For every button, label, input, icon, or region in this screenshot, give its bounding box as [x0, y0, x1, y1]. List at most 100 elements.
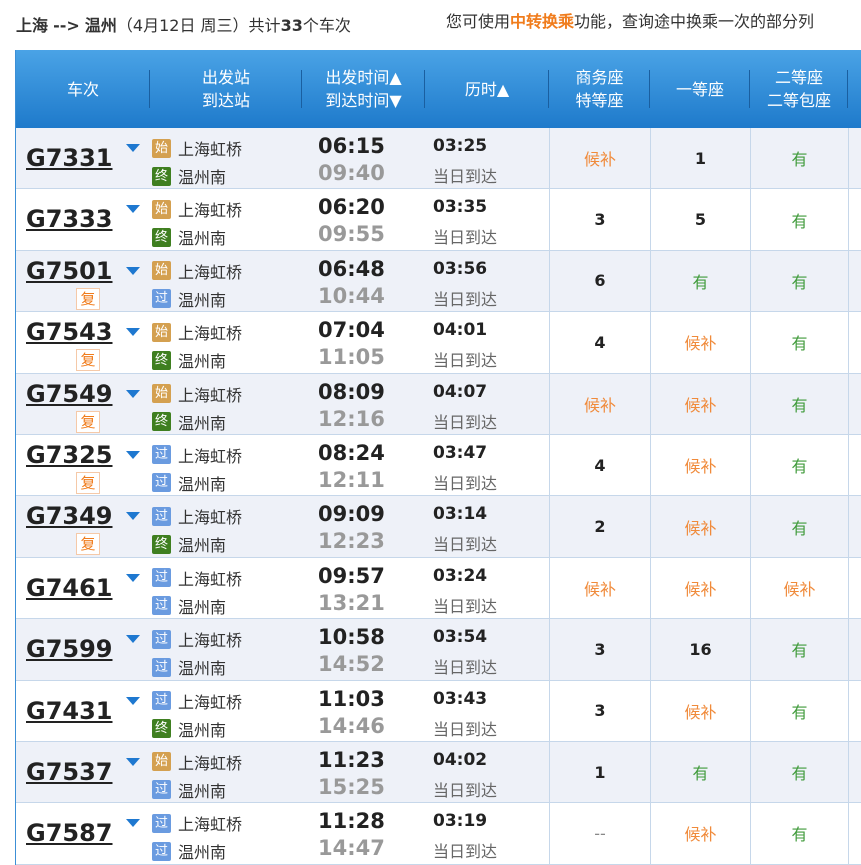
from-station: 上海虹桥 — [178, 753, 243, 773]
arrival-day: 当日到达 — [433, 351, 498, 371]
arrival-day: 当日到达 — [433, 228, 498, 248]
first-class-seat[interactable]: 候补 — [650, 557, 750, 619]
business-seat[interactable]: 候补 — [549, 373, 650, 434]
train-number-link[interactable]: G7325 — [26, 440, 113, 469]
from-station: 上海虹桥 — [178, 262, 243, 282]
more-seat-cell — [848, 803, 861, 864]
expand-stops-icon[interactable] — [126, 573, 140, 582]
second-class-seat[interactable]: 有 — [750, 373, 848, 434]
second-class-seat[interactable]: 有 — [750, 189, 848, 250]
to-station: 温州南 — [178, 290, 227, 310]
second-class-seat[interactable]: 有 — [750, 312, 848, 373]
more-seat-cell — [848, 373, 861, 434]
expand-stops-icon[interactable] — [126, 819, 140, 828]
train-number-link[interactable]: G7461 — [26, 573, 113, 602]
departure-time: 06:20 — [318, 195, 385, 220]
expand-stops-icon[interactable] — [126, 696, 140, 705]
first-class-seat[interactable]: 候补 — [650, 434, 750, 496]
pass-station-badge-icon: 过 — [152, 780, 171, 800]
first-class-seat[interactable]: 5 — [650, 189, 750, 250]
from-station: 上海虹桥 — [178, 201, 243, 221]
second-class-seat[interactable]: 有 — [750, 128, 848, 189]
arrival-day: 当日到达 — [433, 780, 498, 800]
second-class-seat[interactable]: 有 — [750, 680, 848, 741]
table-row: G7587 过上海虹桥 过温州南 11:28 14:47 03:19 当日到达 --… — [16, 803, 861, 865]
first-class-seat[interactable]: 候补 — [650, 803, 750, 864]
to-station: 温州南 — [178, 843, 227, 863]
train-number-link[interactable]: G7431 — [26, 696, 113, 725]
duration: 04:07 — [433, 381, 488, 402]
business-seat[interactable]: 1 — [549, 741, 650, 803]
business-seat[interactable]: 候补 — [549, 128, 650, 189]
duration: 03:47 — [433, 442, 488, 463]
arrival-day: 当日到达 — [433, 289, 498, 309]
expand-stops-icon[interactable] — [126, 635, 140, 644]
first-class-seat[interactable]: 候补 — [650, 312, 750, 373]
train-number-link[interactable]: G7549 — [26, 379, 113, 408]
first-class-seat[interactable]: 候补 — [650, 373, 750, 434]
arrival-time: 09:40 — [318, 161, 385, 185]
from-station: 上海虹桥 — [178, 631, 243, 651]
business-seat[interactable]: 2 — [549, 496, 650, 557]
more-seat-cell — [848, 250, 861, 312]
train-number-link[interactable]: G7543 — [26, 318, 113, 347]
from-station: 上海虹桥 — [178, 815, 243, 835]
first-class-seat[interactable]: 有 — [650, 741, 750, 803]
business-seat[interactable]: -- — [549, 803, 650, 864]
to-station: 温州南 — [178, 168, 227, 187]
business-seat[interactable]: 4 — [549, 434, 650, 496]
second-class-seat[interactable]: 有 — [750, 803, 848, 864]
expand-stops-icon[interactable] — [126, 144, 140, 152]
train-number-link[interactable]: G7501 — [26, 256, 113, 285]
first-class-seat[interactable]: 候补 — [650, 680, 750, 741]
first-class-seat[interactable]: 1 — [650, 128, 750, 189]
expand-stops-icon[interactable] — [126, 389, 140, 398]
to-station: 温州南 — [178, 536, 227, 556]
expand-stops-icon[interactable] — [126, 450, 140, 459]
to-station: 温州南 — [178, 597, 227, 617]
to-station: 温州南 — [178, 352, 227, 372]
second-class-seat[interactable]: 有 — [750, 619, 848, 680]
expand-stops-icon[interactable] — [126, 512, 140, 521]
expand-stops-icon[interactable] — [126, 757, 140, 766]
arrival-time: 12:11 — [318, 467, 385, 492]
second-class-seat[interactable]: 有 — [750, 741, 848, 803]
header-duration-sort[interactable]: 历时▲ — [425, 50, 549, 128]
expand-stops-icon[interactable] — [126, 205, 140, 214]
business-seat[interactable]: 4 — [549, 312, 650, 373]
second-class-seat[interactable]: 候补 — [750, 557, 848, 619]
arrival-time: 11:05 — [318, 345, 385, 370]
expand-stops-icon[interactable] — [126, 266, 140, 275]
table-row: G7549 复 始上海虹桥 终温州南 08:09 12:16 04:07 当日到达 … — [16, 373, 861, 435]
second-class-seat[interactable]: 有 — [750, 496, 848, 557]
train-number-link[interactable]: G7537 — [26, 757, 113, 786]
train-number-link[interactable]: G7331 — [26, 144, 113, 172]
second-class-seat[interactable]: 有 — [750, 434, 848, 496]
return-badge: 复 — [76, 349, 100, 372]
arrival-time: 14:52 — [318, 652, 385, 677]
business-seat[interactable]: 候补 — [549, 557, 650, 619]
pass-station-badge-icon: 过 — [152, 813, 171, 833]
more-seat-cell — [848, 496, 861, 557]
train-number-link[interactable]: G7333 — [26, 205, 113, 234]
business-seat[interactable]: 3 — [549, 619, 650, 680]
arrival-day: 当日到达 — [433, 473, 498, 493]
business-seat[interactable]: 6 — [549, 250, 650, 312]
train-number-link[interactable]: G7599 — [26, 635, 113, 664]
header-times-sort[interactable]: 出发时间▲ 到达时间▼ — [302, 50, 425, 128]
first-class-seat[interactable]: 16 — [650, 619, 750, 680]
business-seat[interactable]: 3 — [549, 189, 650, 250]
train-number-link[interactable]: G7349 — [26, 502, 113, 531]
transfer-link[interactable]: 中转换乘 — [510, 12, 575, 31]
table-row: G7431 过上海虹桥 终温州南 11:03 14:46 03:43 当日到达 3 … — [16, 680, 861, 742]
duration: 03:43 — [433, 688, 488, 709]
first-class-seat[interactable]: 有 — [650, 250, 750, 312]
first-class-seat[interactable]: 候补 — [650, 496, 750, 557]
from-station: 上海虹桥 — [178, 692, 243, 712]
train-number-link[interactable]: G7587 — [26, 819, 113, 848]
business-seat[interactable]: 3 — [549, 680, 650, 741]
table-row: G7325 复 过上海虹桥 过温州南 08:24 12:11 03:47 当日到达 … — [16, 434, 861, 497]
expand-stops-icon[interactable] — [126, 328, 140, 337]
table-header: 车次 出发站 到达站 出发时间▲ 到达时间▼ 历时▲ 商务座 特等座 一等座 二等座二… — [16, 50, 861, 128]
second-class-seat[interactable]: 有 — [750, 250, 848, 312]
